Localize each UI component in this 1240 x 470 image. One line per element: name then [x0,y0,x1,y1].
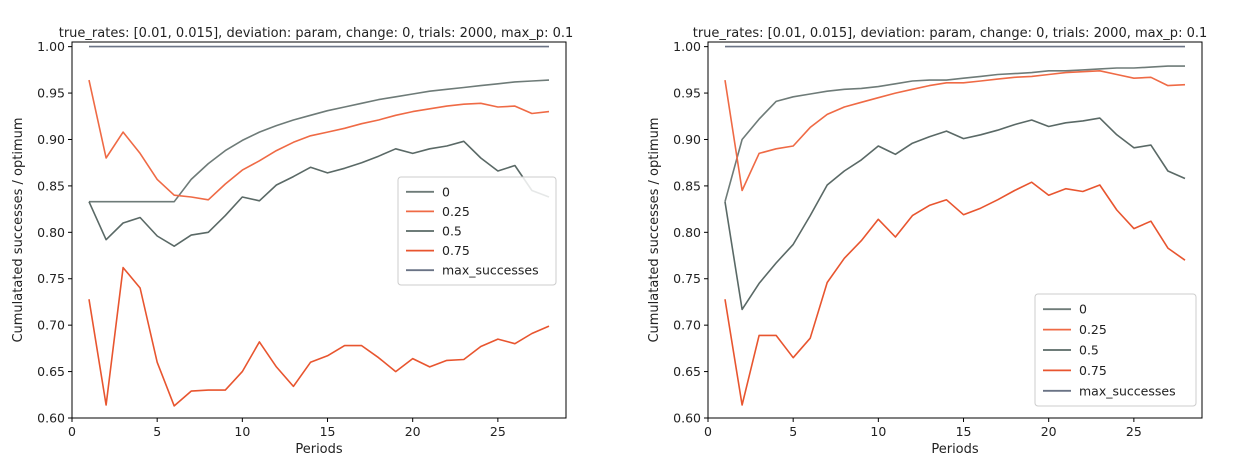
legend-label-3: 0.75 [442,243,470,258]
legend-label-3: 0.75 [1079,363,1107,378]
legend-label-1: 0.25 [442,204,470,219]
y-tick-label: 0.90 [673,132,701,147]
x-tick-label: 25 [490,424,506,439]
y-tick-label: 1.00 [673,39,701,54]
legend-label-1: 0.25 [1079,322,1107,337]
y-tick-label: 0.85 [37,178,65,193]
y-tick-label: 0.70 [673,318,701,333]
chart-title: true_rates: [0.01, 0.015], deviation: pa… [59,26,574,41]
y-axis-label: Cumulatated successes / optimum [11,117,26,342]
chart-panel-left: true_rates: [0.01, 0.015], deviation: pa… [11,26,574,457]
x-tick-label: 15 [956,424,972,439]
y-tick-label: 0.85 [673,178,701,193]
x-tick-label: 10 [870,424,886,439]
x-tick-label: 5 [153,424,161,439]
y-tick-label: 0.90 [37,132,65,147]
x-tick-label: 0 [68,424,76,439]
y-tick-label: 0.65 [37,364,65,379]
y-tick-label: 0.75 [37,271,65,286]
x-axis-label: Periods [931,442,979,457]
legend-label-2: 0.5 [442,224,462,239]
y-tick-label: 0.70 [37,318,65,333]
x-tick-label: 20 [1041,424,1057,439]
legend-label-4: max_successes [1079,383,1176,398]
y-axis-label: Cumulatated successes / optimum [647,117,662,342]
legend-label-4: max_successes [442,263,539,278]
series-line-3 [724,181,1186,406]
y-tick-label: 0.60 [673,411,701,426]
y-tick-label: 0.60 [37,411,65,426]
line-chart-right: true_rates: [0.01, 0.015], deviation: pa… [647,26,1208,457]
series-line-1 [88,79,550,201]
legend-box [1034,293,1197,407]
y-tick-label: 0.95 [673,86,701,101]
y-tick-label: 1.00 [37,39,65,54]
axes-frame [707,41,1203,419]
legend-label-0: 0 [442,184,450,199]
series-line-2 [724,117,1186,311]
y-tick-label: 0.80 [37,225,65,240]
y-tick-label: 0.95 [37,86,65,101]
chart-panel-right: true_rates: [0.01, 0.015], deviation: pa… [620,0,1240,470]
legend: 0 0.25 0.5 0.75 max_successes [1034,293,1197,407]
series-line-0 [724,65,1185,202]
x-tick-label: 10 [234,424,250,439]
y-tick-label: 0.75 [673,271,701,286]
legend-label-0: 0 [1079,302,1087,317]
legend-box [397,176,557,286]
axes-frame [71,41,567,419]
y-tick-label: 0.65 [673,364,701,379]
series-line-2 [88,140,550,247]
series-line-3 [88,266,550,407]
legend: 0 0.25 0.5 0.75 max_successes [397,176,557,286]
series-line-1 [724,70,1186,192]
legend-label-2: 0.5 [1079,343,1099,358]
x-tick-label: 0 [704,424,712,439]
series-line-0 [89,79,550,203]
x-tick-label: 20 [405,424,421,439]
chart-title: true_rates: [0.01, 0.015], deviation: pa… [693,26,1208,41]
x-tick-label: 5 [789,424,797,439]
line-chart-left: true_rates: [0.01, 0.015], deviation: pa… [11,26,574,457]
x-axis-label: Periods [295,442,343,457]
x-tick-label: 25 [1126,424,1142,439]
y-tick-label: 0.80 [673,225,701,240]
x-tick-label: 15 [320,424,336,439]
